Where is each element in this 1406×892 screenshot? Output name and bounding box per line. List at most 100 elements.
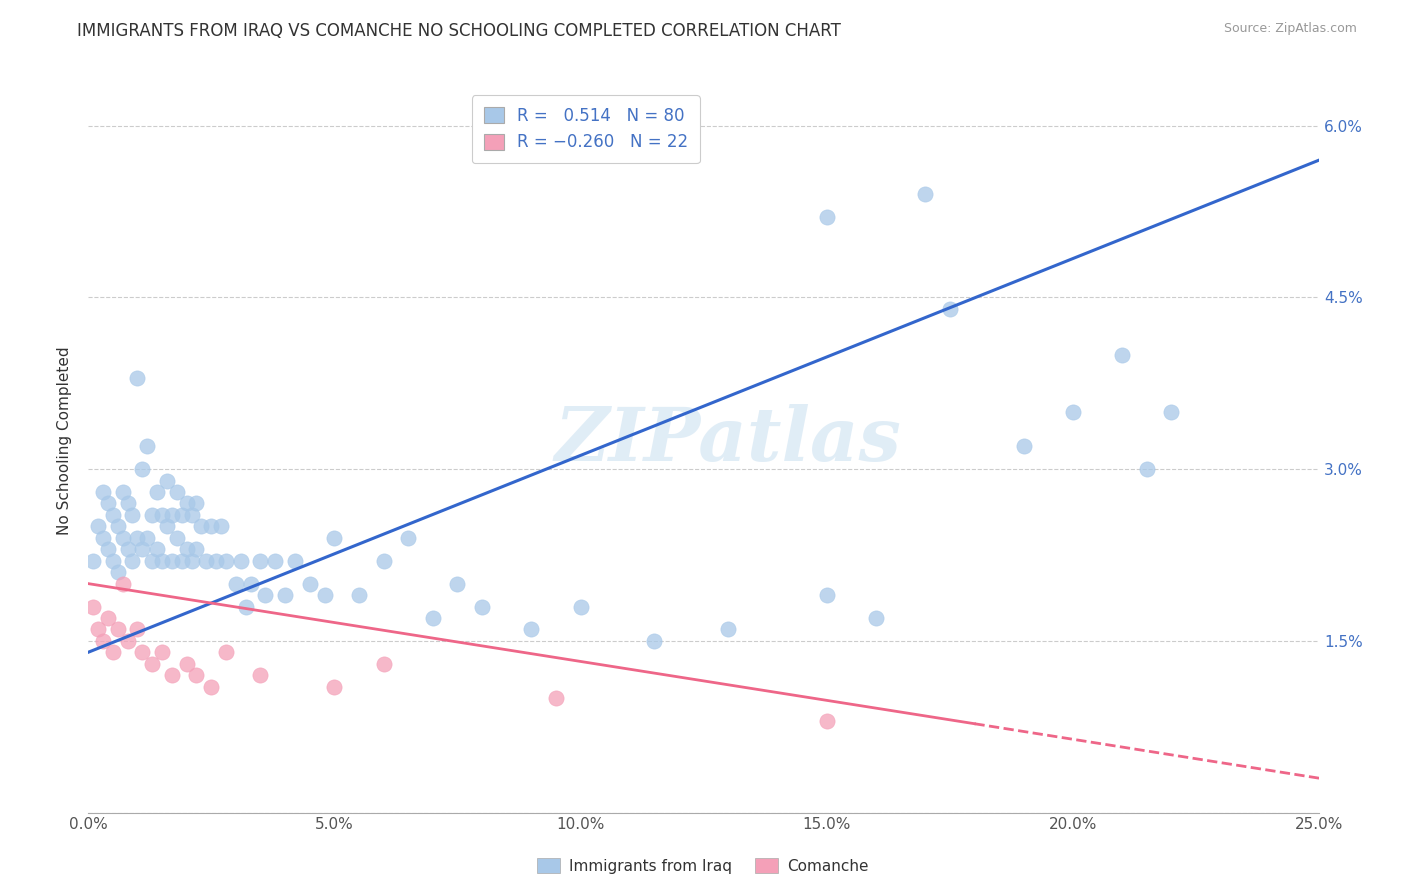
Point (111, 485, 134, 500)
Point (141, 508, 163, 522)
Point (166, 531, 188, 545)
Point (156, 519, 179, 533)
Point (186, 496, 208, 510)
Point (422, 611, 444, 625)
Point (111, 576, 134, 591)
Point (121, 554, 143, 568)
Point (200, 680, 222, 694)
Point (176, 496, 198, 510)
Point (127, 531, 149, 545)
Point (136, 531, 159, 545)
Point (209, 519, 232, 533)
Point (82, 599, 104, 614)
Text: ZIPatlas: ZIPatlas (555, 404, 901, 477)
Point (87, 623, 110, 637)
Text: Source: ZipAtlas.com: Source: ZipAtlas.com (1223, 22, 1357, 36)
Point (146, 485, 169, 500)
Point (170, 508, 193, 522)
Point (254, 588, 277, 602)
Point (150, 508, 173, 522)
Point (160, 554, 183, 568)
Point (82, 554, 104, 568)
Point (97, 496, 120, 510)
Point (107, 519, 129, 533)
Point (939, 301, 962, 316)
Point (323, 531, 346, 545)
Point (107, 565, 129, 579)
Point (180, 554, 202, 568)
Point (229, 554, 252, 568)
Point (111, 531, 134, 545)
Point (249, 668, 271, 682)
Point (373, 554, 395, 568)
Point (160, 668, 183, 682)
Point (1012, 439, 1035, 453)
Point (1062, 405, 1084, 419)
Point (117, 542, 139, 557)
Point (264, 554, 287, 568)
Point (446, 576, 468, 591)
Point (136, 439, 159, 453)
Point (239, 576, 262, 591)
Point (91, 531, 114, 545)
Point (150, 554, 173, 568)
Point (87, 519, 110, 533)
Point (274, 588, 297, 602)
Point (186, 542, 208, 557)
Legend: R =   0.514   N = 80, R = −0.260   N = 22: R = 0.514 N = 80, R = −0.260 N = 22 (472, 95, 700, 163)
Point (284, 554, 307, 568)
Point (176, 542, 198, 557)
Point (166, 485, 188, 500)
Point (150, 645, 173, 659)
Point (1160, 405, 1182, 419)
Point (1136, 462, 1159, 476)
Point (170, 554, 193, 568)
Point (117, 633, 139, 648)
Point (205, 554, 228, 568)
Point (215, 645, 238, 659)
Point (131, 542, 153, 557)
Point (91, 633, 114, 648)
Point (131, 645, 153, 659)
Point (815, 588, 838, 602)
Text: IMMIGRANTS FROM IRAQ VS COMANCHE NO SCHOOLING COMPLETED CORRELATION CHART: IMMIGRANTS FROM IRAQ VS COMANCHE NO SCHO… (77, 22, 841, 40)
Point (101, 645, 124, 659)
Point (101, 508, 124, 522)
Point (97, 611, 120, 625)
Point (146, 542, 169, 557)
Point (186, 668, 208, 682)
Point (314, 588, 336, 602)
Point (373, 657, 395, 671)
Point (235, 599, 257, 614)
Point (141, 554, 163, 568)
Point (865, 611, 887, 625)
Point (121, 508, 143, 522)
Point (91, 485, 114, 500)
Point (815, 714, 838, 728)
Point (176, 657, 198, 671)
Point (544, 691, 567, 706)
Point (471, 599, 494, 614)
Point (225, 576, 247, 591)
Point (1111, 348, 1133, 362)
Point (107, 623, 129, 637)
Y-axis label: No Schooling Completed: No Schooling Completed (58, 346, 72, 535)
Point (101, 554, 124, 568)
Point (215, 554, 238, 568)
Point (520, 623, 543, 637)
Point (131, 462, 153, 476)
Point (396, 531, 419, 545)
Point (569, 599, 592, 614)
Point (914, 187, 936, 202)
Point (347, 588, 370, 602)
Point (117, 496, 139, 510)
Point (141, 657, 163, 671)
Point (298, 576, 321, 591)
Point (200, 519, 222, 533)
Point (127, 370, 149, 384)
Point (717, 623, 740, 637)
Point (156, 474, 179, 488)
Point (249, 554, 271, 568)
Point (97, 542, 120, 557)
Point (643, 633, 665, 648)
